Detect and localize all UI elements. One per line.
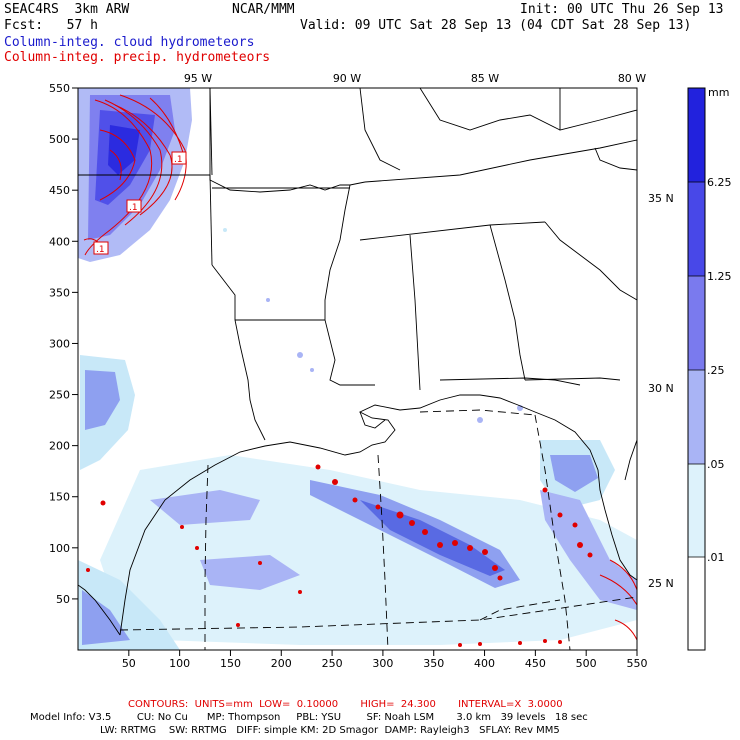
lon-label-90w: 90 W — [333, 72, 361, 85]
lon-label-95w: 95 W — [184, 72, 212, 85]
x-tick-label: 50 — [122, 657, 136, 670]
state-boundaries — [78, 88, 637, 636]
contour-label-2: .1 — [129, 203, 138, 213]
lon-label-85w: 85 W — [471, 72, 499, 85]
contour-label-3: .1 — [96, 245, 105, 255]
x-tick-label: 200 — [271, 657, 292, 670]
init-time: Init: 00 UTC Thu 26 Sep 13 — [520, 2, 724, 17]
colorbar-swatch-2 — [688, 182, 705, 276]
y-tick-label: 550 — [49, 82, 70, 95]
map-frame — [77, 87, 638, 651]
y-tick-label: 450 — [49, 184, 70, 197]
latitude-labels: 35 N 30 N 25 N — [648, 192, 674, 590]
field-cloud-label: Column-integ. cloud hydrometeors — [4, 35, 255, 50]
y-tick-label: 150 — [49, 491, 70, 504]
longitude-labels: 95 W 90 W 85 W 80 W — [184, 72, 646, 85]
x-tick-label: 350 — [423, 657, 444, 670]
lat-label-35n: 35 N — [648, 192, 674, 205]
model-info-line1: Model Info: V3.5 CU: No Cu MP: Thompson … — [30, 712, 588, 723]
contour-label-1: .1 — [174, 155, 183, 165]
x-tick-label: 550 — [627, 657, 648, 670]
x-tick-label: 450 — [525, 657, 546, 670]
colorbar-level-2: 1.25 — [707, 270, 732, 283]
colorbar: mm 6.25 1.25 .25 .05 .01 — [687, 86, 732, 651]
colorbar-level-4: .05 — [707, 458, 725, 471]
lon-label-80w: 80 W — [618, 72, 646, 85]
y-tick-label: 500 — [49, 133, 70, 146]
colorbar-unit: mm — [708, 86, 729, 99]
contour-label-group: .1 .1 .1 — [93, 151, 187, 255]
model-info-line2: LW: RRTMG SW: RRTMG DIFF: simple KM: 2D … — [100, 725, 560, 736]
colorbar-level-1: 6.25 — [707, 176, 732, 189]
precip-cells — [86, 464, 593, 647]
valid-time: Valid: 09 UTC Sat 28 Sep 13 (04 CDT Sat … — [300, 18, 692, 33]
field-precip-label: Column-integ. precip. hydrometeors — [4, 50, 271, 65]
x-tick-label: 100 — [169, 657, 190, 670]
y-tick-label: 100 — [49, 542, 70, 555]
lat-label-25n: 25 N — [648, 577, 674, 590]
forecast-hour: Fcst: 57 h — [4, 18, 98, 33]
y-tick-label: 350 — [49, 286, 70, 299]
colorbar-swatch-6 — [688, 557, 705, 650]
x-tick-label: 300 — [372, 657, 393, 670]
y-axis: 550 500 450 400 350 300 250 200 150 100 50 — [49, 82, 78, 606]
y-tick-label: 250 — [49, 389, 70, 402]
y-tick-label: 300 — [49, 337, 70, 350]
domain-boundaries — [119, 409, 637, 650]
model-title: SEAC4RS 3km ARW — [4, 2, 130, 17]
map-content: .1 .1 .1 — [78, 88, 637, 650]
colorbar-level-3: .25 — [707, 364, 725, 377]
lat-label-30n: 30 N — [648, 382, 674, 395]
x-axis: 50 100 150 200 250 300 350 400 450 500 550 — [122, 650, 648, 670]
y-tick-label: 400 — [49, 235, 70, 248]
x-tick-label: 400 — [474, 657, 495, 670]
y-tick-label: 200 — [49, 440, 70, 453]
center-title: NCAR/MMM — [232, 2, 295, 17]
x-tick-label: 250 — [322, 657, 343, 670]
x-tick-label: 500 — [576, 657, 597, 670]
contours-info: CONTOURS: UNITS=mm LOW= 0.10000 HIGH= 24… — [128, 699, 563, 710]
y-tick-label: 50 — [56, 593, 70, 606]
colorbar-swatch-3 — [688, 276, 705, 370]
colorbar-level-5: .01 — [707, 551, 725, 564]
colorbar-swatch-5 — [688, 464, 705, 557]
colorbar-swatch-4 — [688, 370, 705, 464]
x-tick-label: 150 — [220, 657, 241, 670]
colorbar-swatch-1 — [688, 88, 705, 182]
